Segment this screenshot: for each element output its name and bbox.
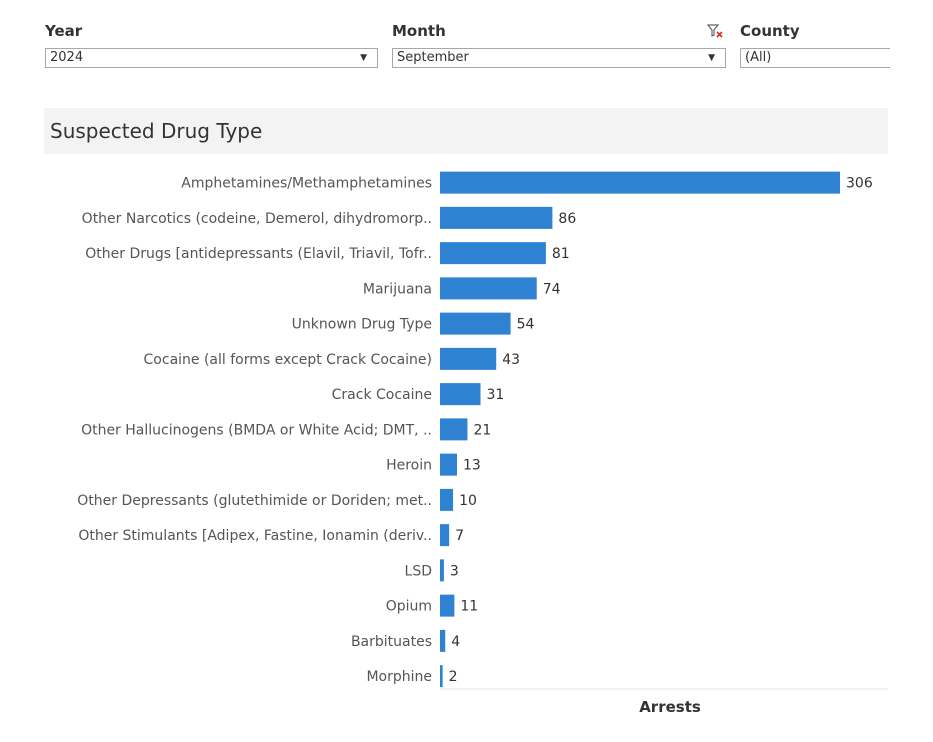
category-label: Other Depressants (glutethimide or Dorid…	[77, 493, 432, 509]
bar[interactable]	[440, 418, 468, 441]
data-label: 13	[463, 458, 481, 474]
category-label: Opium	[386, 599, 432, 615]
month-select-value: September	[397, 50, 469, 65]
data-label: 54	[517, 317, 535, 333]
data-label: 10	[459, 493, 477, 509]
year-select-value: 2024	[50, 50, 84, 65]
category-label: Crack Cocaine	[332, 387, 432, 403]
bar[interactable]	[440, 171, 840, 194]
category-label: Morphine	[366, 669, 432, 685]
chevron-down-icon: ▼	[708, 53, 715, 63]
month-filter-label: Month	[392, 22, 446, 40]
bar[interactable]	[440, 347, 497, 370]
chart-title-band: Suspected Drug Type	[44, 108, 888, 154]
data-label: 7	[455, 528, 464, 544]
bar[interactable]	[440, 383, 481, 406]
category-label: Other Narcotics (codeine, Demerol, dihyd…	[82, 211, 432, 227]
bar[interactable]	[440, 277, 537, 300]
bar[interactable]	[440, 594, 455, 617]
category-label: Barbituates	[351, 634, 432, 650]
year-filter: Year 2024 ▼	[45, 20, 378, 68]
data-label: 43	[502, 352, 520, 368]
category-label: Cocaine (all forms except Crack Cocaine)	[144, 352, 432, 368]
bar[interactable]	[440, 453, 457, 476]
filter-clear-icon[interactable]	[707, 24, 723, 38]
chevron-down-icon: ▼	[360, 53, 367, 63]
county-filter: County (All)	[740, 20, 890, 68]
bar[interactable]	[440, 559, 444, 582]
data-label: 21	[473, 422, 491, 438]
data-label: 306	[846, 176, 873, 192]
data-label: 74	[543, 281, 561, 297]
data-label: 86	[558, 211, 576, 227]
county-filter-label: County	[740, 22, 800, 40]
category-label: Marijuana	[363, 281, 432, 297]
bar[interactable]	[440, 629, 446, 652]
data-label: 2	[449, 669, 458, 685]
month-select[interactable]: September ▼	[392, 48, 726, 68]
bar[interactable]	[440, 242, 546, 265]
bar[interactable]	[440, 206, 553, 229]
data-label: 81	[552, 246, 570, 262]
category-label: Amphetamines/Methamphetamines	[181, 176, 432, 192]
month-filter: Month September ▼	[392, 20, 726, 68]
x-axis-title: Arrests	[639, 698, 701, 716]
category-label: LSD	[405, 563, 432, 579]
county-select[interactable]: (All)	[740, 48, 890, 68]
category-label: Other Stimulants [Adipex, Fastine, Ionam…	[78, 528, 432, 544]
bar[interactable]	[440, 488, 454, 511]
category-label: Heroin	[386, 458, 432, 474]
data-label: 4	[451, 634, 460, 650]
data-label: 3	[450, 563, 459, 579]
county-select-value: (All)	[745, 50, 772, 65]
bar[interactable]	[440, 312, 511, 335]
category-label: Other Hallucinogens (BMDA or White Acid;…	[81, 422, 432, 438]
bar[interactable]	[440, 524, 450, 547]
data-label: 31	[487, 387, 505, 403]
year-select[interactable]: 2024 ▼	[45, 48, 378, 68]
data-label: 11	[460, 599, 478, 615]
bar[interactable]	[440, 665, 443, 688]
category-label: Other Drugs [antidepressants (Elavil, Tr…	[85, 246, 432, 262]
chart-title: Suspected Drug Type	[50, 119, 263, 143]
year-filter-label: Year	[45, 22, 83, 40]
category-label: Unknown Drug Type	[292, 317, 432, 333]
